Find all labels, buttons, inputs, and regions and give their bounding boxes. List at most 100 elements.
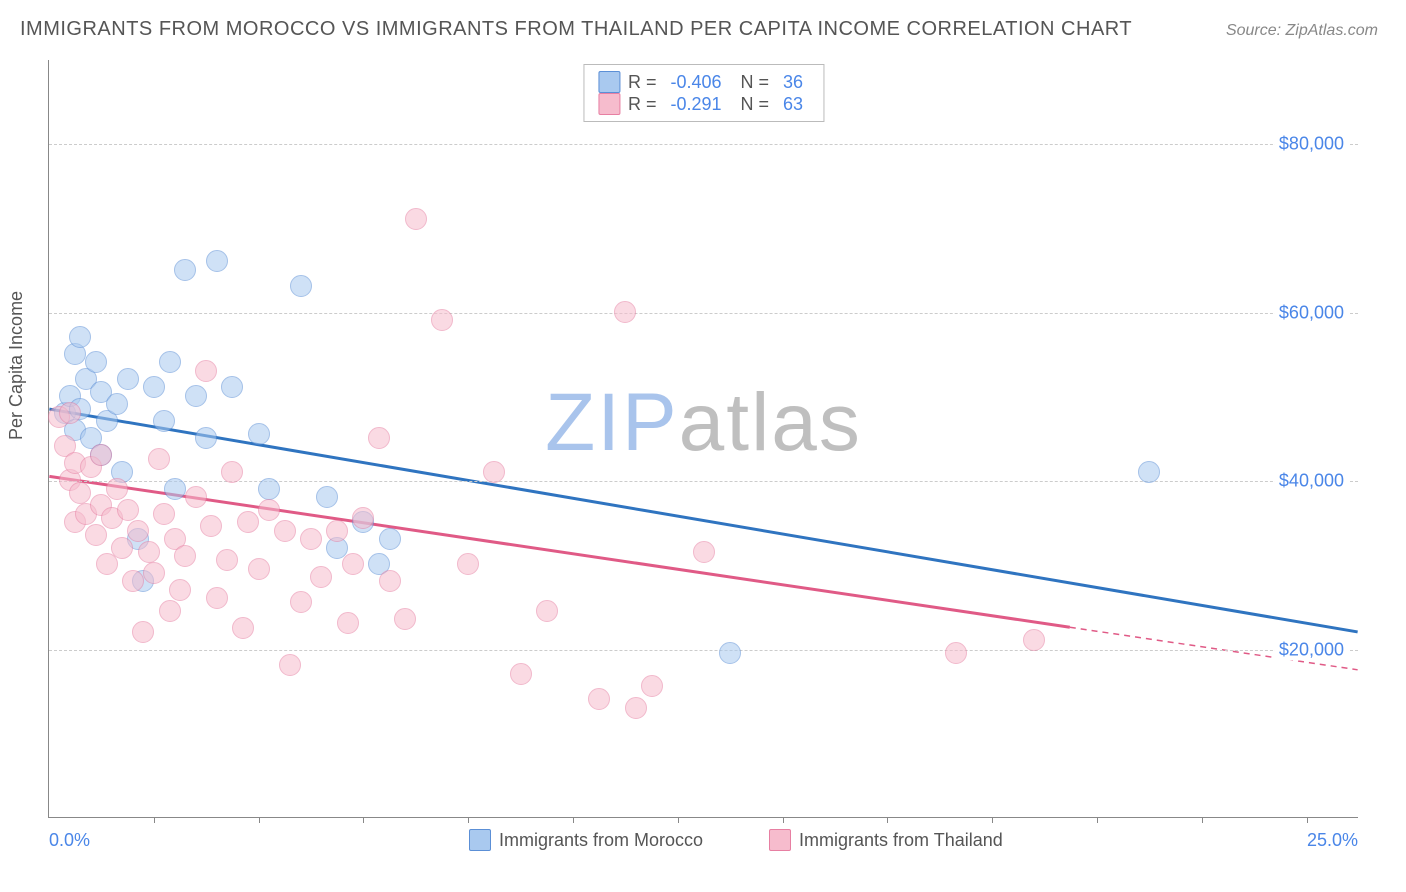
data-point	[159, 351, 181, 373]
data-point	[457, 553, 479, 575]
data-point	[248, 558, 270, 580]
data-point	[316, 486, 338, 508]
data-point	[85, 524, 107, 546]
series-legend-item: Immigrants from Thailand	[769, 829, 1003, 851]
x-tick	[1202, 817, 1203, 823]
data-point	[248, 423, 270, 445]
source-name: ZipAtlas.com	[1286, 22, 1378, 39]
data-point	[510, 663, 532, 685]
watermark-atlas: atlas	[679, 377, 862, 468]
data-point	[206, 587, 228, 609]
data-point	[274, 520, 296, 542]
data-point	[693, 541, 715, 563]
x-tick	[887, 817, 888, 823]
data-point	[221, 461, 243, 483]
data-point	[185, 486, 207, 508]
data-point	[59, 402, 81, 424]
data-point	[96, 553, 118, 575]
source-attribution: Source: ZipAtlas.com	[1226, 22, 1378, 40]
chart-title: IMMIGRANTS FROM MOROCCO VS IMMIGRANTS FR…	[20, 18, 1132, 41]
data-point	[185, 385, 207, 407]
y-tick-label: $60,000	[1275, 302, 1348, 323]
y-axis-label: Per Capita Income	[6, 291, 27, 440]
x-axis-max-label: 25.0%	[1307, 830, 1358, 851]
scatter-plot: ZIPatlas R =-0.406 N =36R =-0.291 N =63 …	[48, 60, 1358, 818]
data-point	[342, 553, 364, 575]
x-tick	[783, 817, 784, 823]
data-point	[122, 570, 144, 592]
legend-row: R =-0.291 N =63	[598, 93, 809, 115]
data-point	[300, 528, 322, 550]
x-tick	[992, 817, 993, 823]
data-point	[164, 478, 186, 500]
data-point	[132, 621, 154, 643]
data-point	[290, 275, 312, 297]
data-point	[127, 520, 149, 542]
data-point	[326, 520, 348, 542]
data-point	[111, 537, 133, 559]
data-point	[431, 309, 453, 331]
x-tick	[1097, 817, 1098, 823]
watermark: ZIPatlas	[545, 376, 862, 470]
x-tick	[573, 817, 574, 823]
data-point	[379, 570, 401, 592]
data-point	[195, 360, 217, 382]
data-point	[719, 642, 741, 664]
data-point	[1138, 461, 1160, 483]
data-point	[153, 503, 175, 525]
data-point	[195, 427, 217, 449]
data-point	[394, 608, 416, 630]
data-point	[200, 515, 222, 537]
y-tick-label: $20,000	[1275, 639, 1348, 660]
data-point	[290, 591, 312, 613]
watermark-zip: ZIP	[545, 377, 679, 468]
data-point	[106, 478, 128, 500]
legend-row: R =-0.406 N =36	[598, 71, 809, 93]
data-point	[237, 511, 259, 533]
data-point	[117, 499, 139, 521]
x-tick	[1307, 817, 1308, 823]
data-point	[352, 507, 374, 529]
data-point	[90, 444, 112, 466]
data-point	[174, 259, 196, 281]
data-point	[945, 642, 967, 664]
gridline	[49, 481, 1358, 482]
data-point	[206, 250, 228, 272]
data-point	[106, 393, 128, 415]
data-point	[138, 541, 160, 563]
data-point	[310, 566, 332, 588]
x-tick	[468, 817, 469, 823]
data-point	[379, 528, 401, 550]
data-point	[1023, 629, 1045, 651]
data-point	[614, 301, 636, 323]
data-point	[221, 376, 243, 398]
data-point	[536, 600, 558, 622]
y-tick-label: $40,000	[1275, 471, 1348, 492]
data-point	[143, 562, 165, 584]
data-point	[483, 461, 505, 483]
data-point	[258, 499, 280, 521]
data-point	[174, 545, 196, 567]
data-point	[625, 697, 647, 719]
data-point	[159, 600, 181, 622]
data-point	[117, 368, 139, 390]
correlation-legend: R =-0.406 N =36R =-0.291 N =63	[583, 64, 824, 122]
data-point	[69, 482, 91, 504]
gridline	[49, 313, 1358, 314]
data-point	[85, 351, 107, 373]
x-tick	[363, 817, 364, 823]
gridline	[49, 144, 1358, 145]
source-label: Source:	[1226, 22, 1286, 39]
data-point	[232, 617, 254, 639]
y-tick-label: $80,000	[1275, 134, 1348, 155]
data-point	[337, 612, 359, 634]
x-axis-min-label: 0.0%	[49, 830, 90, 851]
data-point	[405, 208, 427, 230]
data-point	[143, 376, 165, 398]
trend-lines	[49, 60, 1358, 817]
data-point	[588, 688, 610, 710]
data-point	[148, 448, 170, 470]
data-point	[279, 654, 301, 676]
data-point	[258, 478, 280, 500]
data-point	[641, 675, 663, 697]
